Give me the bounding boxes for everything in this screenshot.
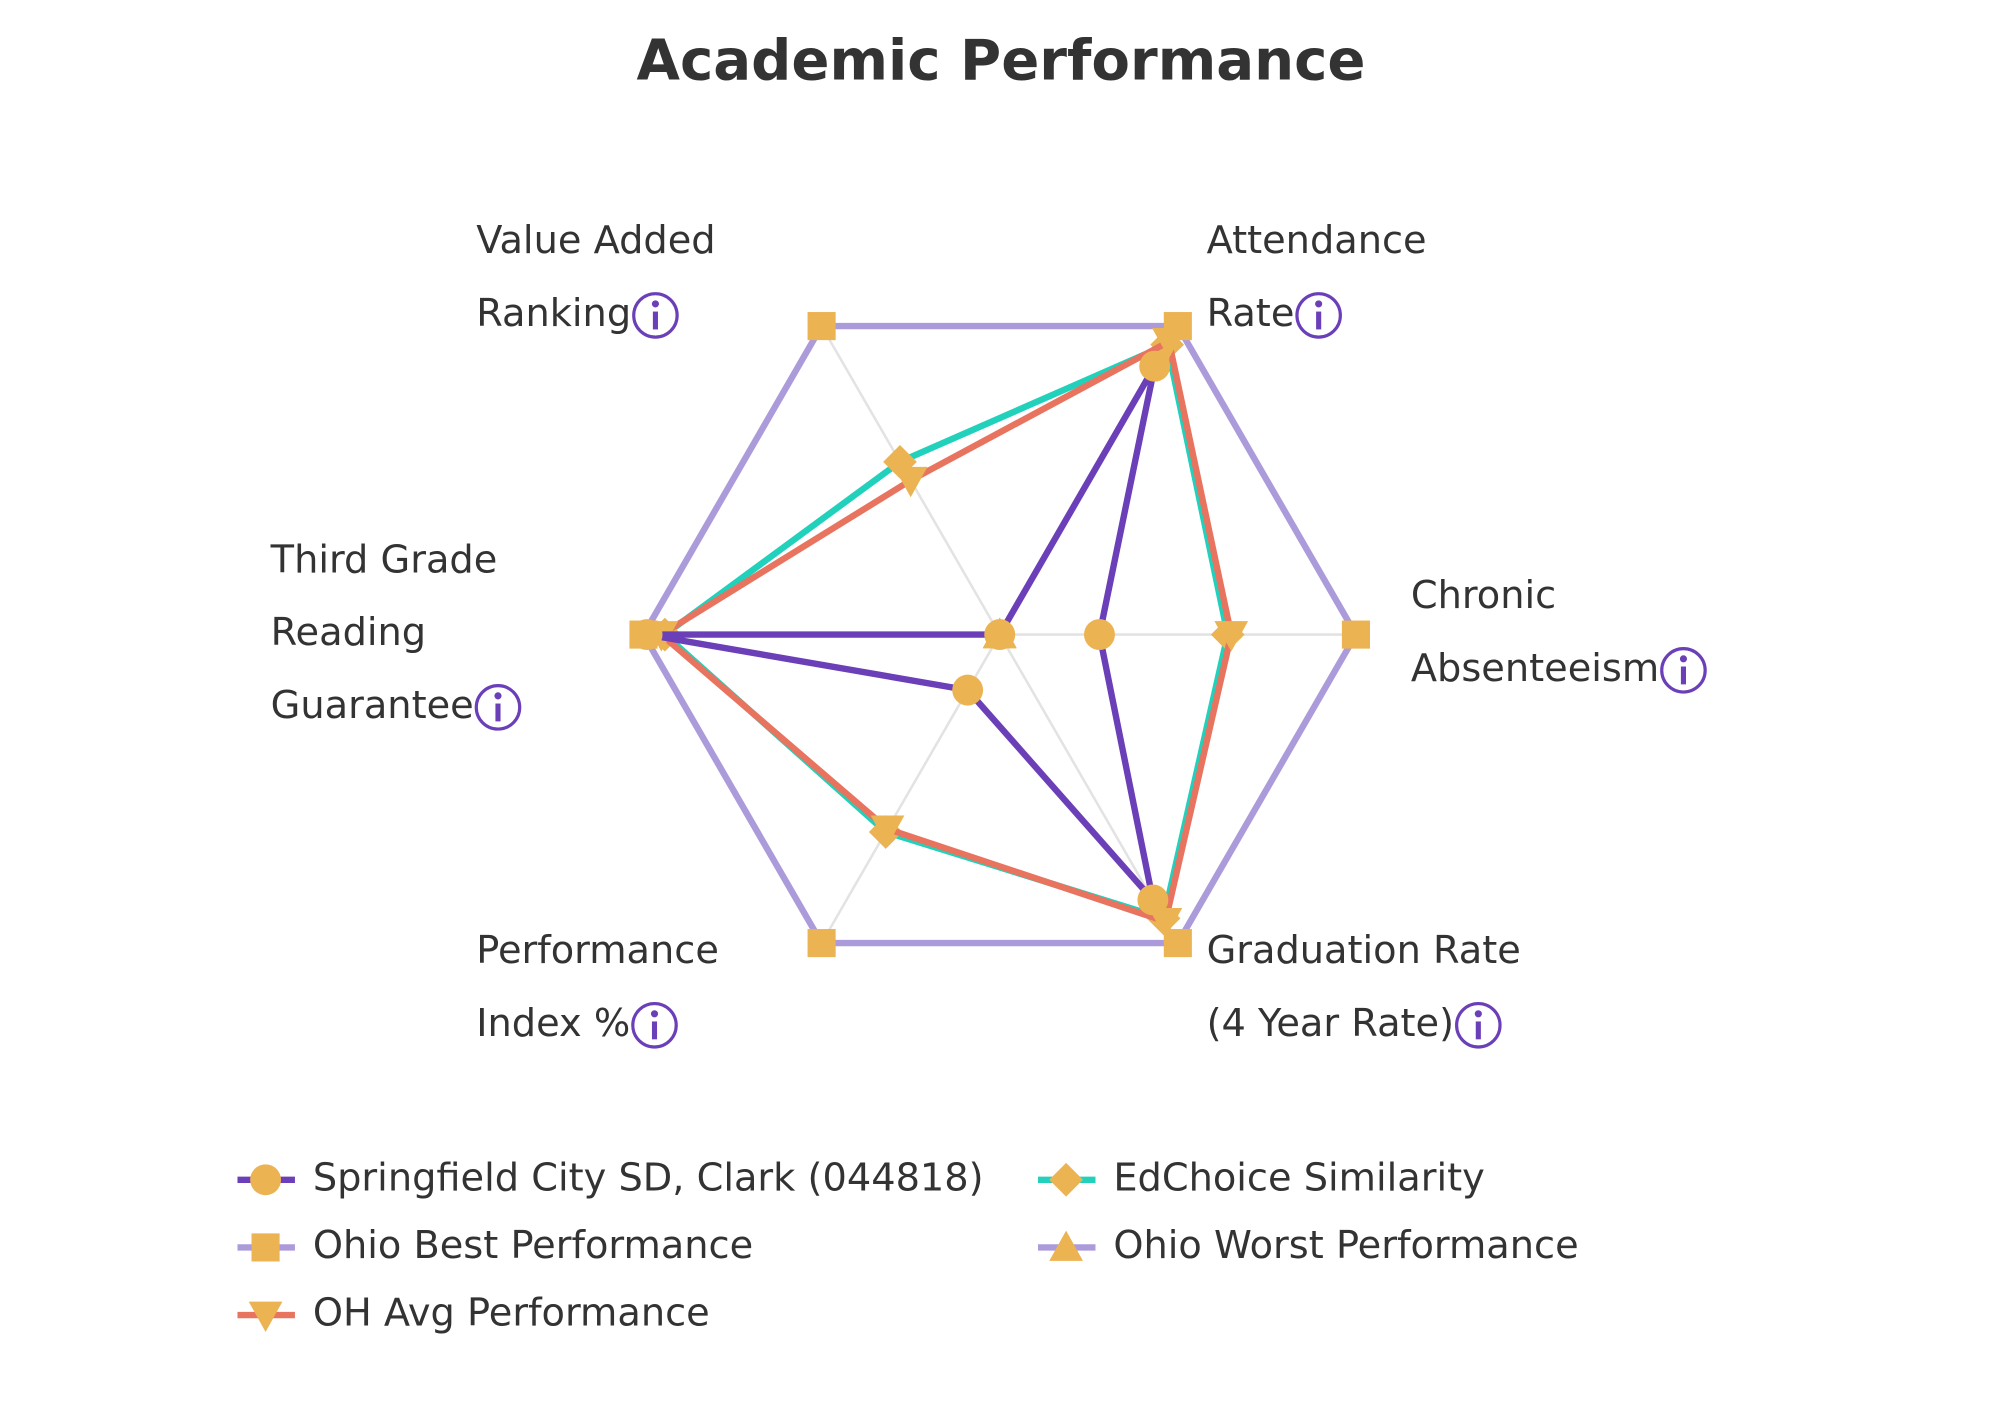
legend-label: EdChoice Similarity xyxy=(1113,1155,1484,1200)
marker xyxy=(1084,619,1115,651)
chart-title: Academic Performance xyxy=(637,28,1366,93)
legend-label: OH Avg Performance xyxy=(313,1291,710,1336)
axis-label: Reading xyxy=(271,610,426,655)
info-dot xyxy=(1679,655,1688,663)
info-circle xyxy=(631,1001,678,1049)
info-icon xyxy=(631,1001,678,1049)
marker xyxy=(807,312,836,341)
info-circle xyxy=(1455,1001,1502,1049)
marker xyxy=(1341,620,1370,649)
axis-label: (4 Year Rate) xyxy=(1207,1001,1455,1046)
legend-marker xyxy=(1049,1162,1083,1197)
info-circle xyxy=(1295,292,1342,339)
info-dot xyxy=(494,692,502,700)
info-circle xyxy=(1660,647,1707,694)
marker xyxy=(1139,350,1171,382)
info-circle xyxy=(474,684,522,731)
axis-label: Attendance xyxy=(1207,218,1427,263)
marker xyxy=(952,674,984,706)
info-icon xyxy=(1660,647,1707,694)
info-icon xyxy=(474,684,522,731)
legend-label: Ohio Best Performance xyxy=(313,1223,753,1268)
marker xyxy=(631,619,663,651)
axis-label: Third Grade xyxy=(270,537,498,582)
info-icon xyxy=(1455,1001,1502,1049)
legend-marker xyxy=(248,1301,283,1332)
axis-label: Chronic xyxy=(1411,573,1556,618)
axis-label: Guarantee xyxy=(271,683,474,728)
info-icon xyxy=(1295,292,1342,339)
marker xyxy=(1148,908,1183,939)
marker xyxy=(870,815,905,846)
axis-label: Performance xyxy=(476,928,719,973)
axis-label: Rate xyxy=(1207,291,1295,336)
info-circle xyxy=(632,292,679,339)
legend-marker xyxy=(1049,1230,1083,1261)
axis-label: Ranking xyxy=(476,291,631,336)
info-icon xyxy=(632,292,679,339)
marker xyxy=(893,466,928,498)
marker xyxy=(984,619,1016,651)
marker xyxy=(1163,929,1192,958)
info-dot xyxy=(1315,300,1323,308)
marker xyxy=(1152,328,1186,359)
marker xyxy=(1214,621,1249,652)
legend-label: Springfield City SD, Clark (044818) xyxy=(313,1155,984,1200)
info-dot xyxy=(1474,1010,1482,1018)
axis-label: Index % xyxy=(476,1001,630,1046)
marker xyxy=(1137,884,1169,916)
legend-label: Ohio Worst Performance xyxy=(1113,1223,1578,1268)
marker xyxy=(807,929,836,958)
axis-label: Value Added xyxy=(476,218,715,263)
axis-label: Absenteeism xyxy=(1411,646,1659,691)
legend-marker xyxy=(250,1164,282,1196)
info-dot xyxy=(651,300,659,308)
info-dot xyxy=(650,1010,659,1018)
axis-label: Graduation Rate xyxy=(1207,928,1521,973)
legend-marker xyxy=(251,1233,280,1262)
